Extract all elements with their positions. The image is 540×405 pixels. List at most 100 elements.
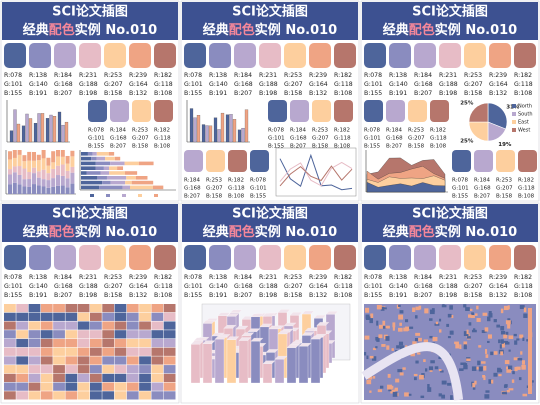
panel-header	[182, 204, 358, 242]
rgb-label: B:155	[452, 194, 469, 200]
rgb-label: G:164	[489, 81, 508, 88]
rgb-label: R:253	[464, 274, 482, 281]
color-swatch	[389, 245, 411, 270]
map-block	[440, 370, 444, 373]
color-swatch	[464, 245, 486, 270]
heat-cell	[102, 365, 115, 374]
bar	[60, 185, 65, 194]
heat-cell	[151, 356, 164, 365]
bar	[8, 174, 12, 185]
rgb-label: B:155	[268, 144, 285, 150]
rgb-label: R:138	[389, 274, 407, 281]
map-block	[497, 369, 503, 373]
rgb-label: B:108	[334, 144, 351, 150]
heat-cell	[163, 356, 176, 365]
heat-cell	[16, 312, 29, 321]
rgb-label: R:182	[154, 274, 172, 281]
map-block	[490, 351, 494, 356]
bar	[17, 166, 22, 175]
heat-cell	[16, 347, 29, 356]
bar	[81, 185, 100, 190]
map-block	[463, 364, 468, 370]
map-block	[387, 373, 391, 378]
bar	[109, 166, 118, 170]
bar	[36, 171, 41, 178]
map-block	[412, 307, 416, 312]
color-swatch	[430, 100, 449, 122]
heat-cell	[77, 321, 90, 330]
map-block	[473, 328, 476, 331]
heat-cell	[139, 365, 151, 374]
map-block	[385, 336, 390, 341]
bar-3d-top	[193, 337, 207, 341]
bar	[65, 178, 70, 188]
rgb-label: G:207	[464, 81, 483, 88]
map-block	[466, 329, 469, 335]
color-swatch	[474, 150, 493, 172]
bar	[189, 108, 194, 143]
heat-cell	[77, 365, 90, 374]
heat-cell	[65, 391, 78, 400]
bar	[12, 166, 17, 173]
heat-cell	[16, 304, 29, 313]
heat-cell	[90, 330, 102, 339]
heat-cell	[90, 312, 102, 321]
bar	[213, 117, 218, 143]
heat-cell	[40, 382, 53, 391]
map-block	[516, 366, 521, 370]
rgb-label: R:078	[364, 274, 382, 281]
bar	[92, 152, 97, 156]
map-block	[471, 329, 477, 333]
rgb-label: B:155	[364, 292, 382, 299]
line	[279, 153, 353, 191]
rgb-label: G:188	[259, 81, 278, 88]
map-block	[379, 385, 384, 389]
bar	[46, 180, 51, 188]
heat-cell	[151, 347, 164, 356]
rgb-label: B:155	[88, 144, 105, 150]
heat-cell	[163, 382, 176, 391]
map-block	[503, 333, 508, 339]
rgb-label: B:158	[464, 292, 482, 299]
heat-cell	[40, 347, 53, 356]
map-block	[446, 323, 450, 327]
rgb-label: B:158	[206, 194, 223, 200]
rgb-label: R:184	[110, 128, 127, 134]
map-block	[505, 320, 511, 325]
color-swatch	[389, 43, 411, 68]
rgb-label: R:184	[234, 274, 252, 281]
subtitle-highlight: 配色	[49, 22, 75, 38]
heat-cell	[90, 321, 102, 330]
rgb-label: R:239	[489, 274, 507, 281]
bar-3d-top	[325, 311, 339, 315]
color-swatch	[29, 43, 51, 68]
map-block	[513, 333, 517, 337]
color-swatch	[129, 245, 151, 270]
map-block	[364, 335, 370, 340]
heat-cell	[151, 312, 164, 321]
color-swatch	[489, 43, 511, 68]
panel-subtitle: 经典配色实例 No.010	[203, 224, 337, 240]
bar-3d-top	[190, 341, 204, 345]
bar	[64, 121, 69, 143]
rgb-label: G:168	[54, 81, 73, 88]
rgb-label: G:207	[496, 186, 513, 192]
rgb-label: B:158	[284, 292, 302, 299]
map-block	[491, 379, 494, 384]
map-block	[418, 337, 422, 342]
color-swatch	[54, 43, 76, 68]
heat-cell	[28, 373, 41, 383]
line	[279, 161, 353, 187]
bar	[201, 124, 206, 143]
heat-cell	[53, 347, 65, 356]
map-block	[438, 369, 442, 372]
bar	[60, 175, 65, 186]
rgb-label: G:101	[364, 81, 383, 88]
map-block	[498, 339, 501, 344]
legend-key	[512, 112, 516, 116]
bar	[41, 158, 46, 170]
map-block	[387, 384, 392, 390]
color-swatch	[364, 245, 386, 270]
bar	[81, 152, 88, 156]
